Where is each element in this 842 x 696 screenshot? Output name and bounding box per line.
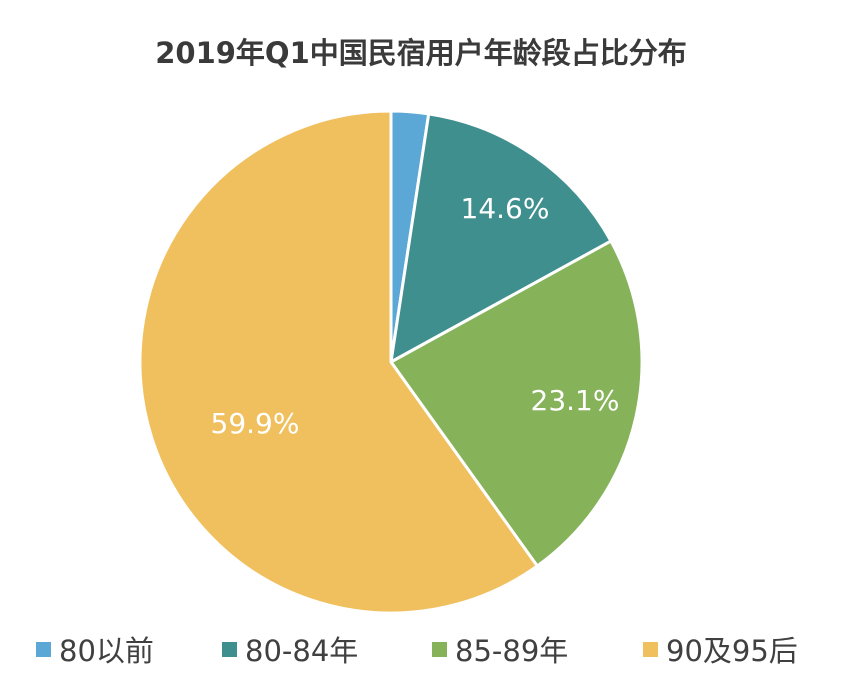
legend-swatch-icon xyxy=(222,641,237,657)
legend-label: 80-84年 xyxy=(245,634,359,668)
pie-labels: 14.6% 23.1% 59.9% xyxy=(211,192,620,440)
legend-item-90-95: 90及95后 xyxy=(643,628,798,670)
pie-slices xyxy=(138,109,644,615)
chart-title: 2019年Q1中国民宿用户年龄段占比分布 xyxy=(155,36,687,70)
slice-value-label: 14.6% xyxy=(461,192,550,225)
legend-item-85-89: 85-89年 xyxy=(432,628,568,670)
slice-value-label: 23.1% xyxy=(531,384,620,417)
legend-item-80-before: 80以前 xyxy=(36,628,154,670)
legend: 80以前 80-84年 85-89年 90及95后 xyxy=(0,628,842,672)
pie-slice-2 xyxy=(389,112,613,365)
legend-swatch-icon xyxy=(643,641,658,657)
pie-slice-4 xyxy=(138,109,540,615)
legend-label: 90及95后 xyxy=(666,634,798,668)
legend-swatch-icon xyxy=(432,641,447,657)
legend-item-80-84: 80-84年 xyxy=(222,628,358,670)
legend-label: 85-89年 xyxy=(455,634,569,668)
slice-value-label: 59.9% xyxy=(211,407,300,440)
pie-slice-3 xyxy=(388,239,644,569)
legend-swatch-icon xyxy=(36,641,51,657)
legend-label: 80以前 xyxy=(59,634,154,668)
